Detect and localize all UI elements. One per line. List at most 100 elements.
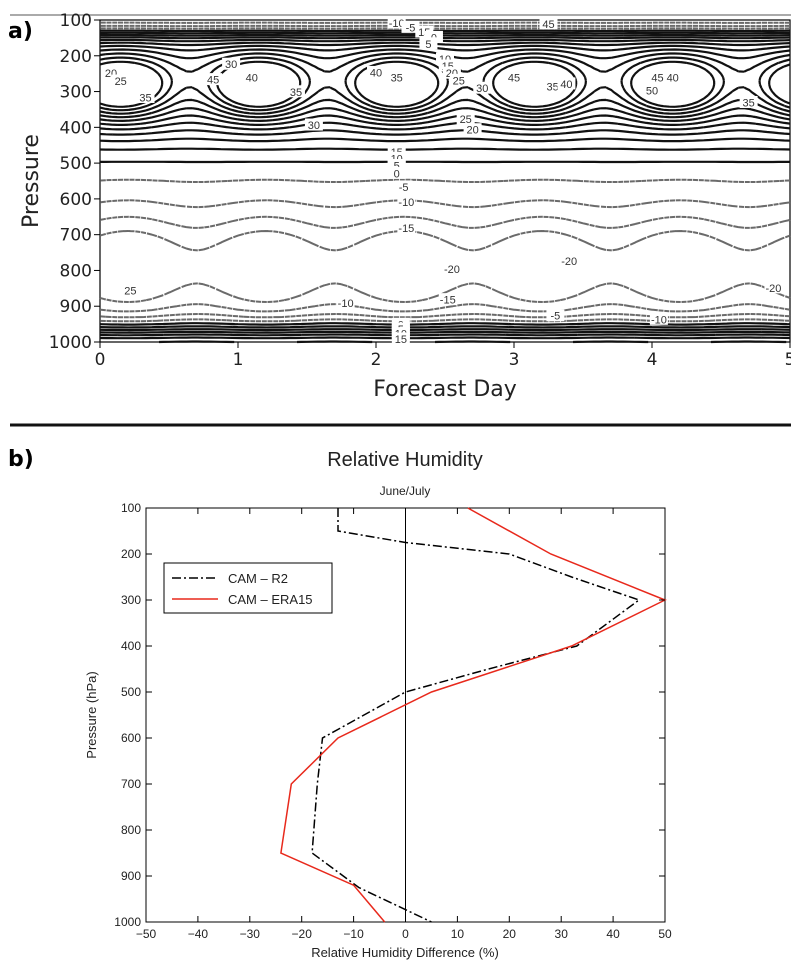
y-tick-label: 200 — [121, 547, 141, 561]
series-line-cam-r2 — [311, 508, 641, 923]
contour-label: 45 — [508, 72, 520, 84]
contour-label: 45 — [207, 75, 219, 87]
contour-label: 35 — [290, 87, 302, 99]
contour-label-bg — [121, 284, 140, 297]
contour-label-bg — [387, 166, 406, 179]
legend-entry-cam-r2: CAM – R2 — [228, 571, 288, 586]
contour-label-bg — [304, 118, 323, 131]
contour-chart: -10-545150510152025202535304540354035304… — [19, 11, 791, 402]
contour-label-bg — [111, 74, 130, 87]
x-tick-label: 0 — [95, 350, 106, 370]
contour-label: 40 — [246, 72, 258, 84]
panel-a-label: a) — [8, 19, 33, 44]
contour-x-ticks: 0 1 2 3 4 5 — [95, 342, 791, 370]
y-tick-label: 600 — [121, 731, 141, 745]
y-tick-label: 100 — [121, 501, 141, 515]
dashed-contour-line — [99, 24, 791, 319]
solid-contour-line — [99, 44, 791, 344]
contour-label: 35 — [547, 81, 559, 93]
solid-contour-line — [99, 31, 791, 329]
line-y-ticks: 100 200 300 400 500 600 700 800 900 1000 — [114, 501, 665, 929]
contour-label: -10 — [651, 314, 667, 326]
x-tick-label: 20 — [503, 927, 517, 941]
contour-y-axis-label: Pressure — [19, 134, 44, 228]
contour-label-bg — [242, 70, 261, 83]
line-chart: Relative Humidity June/July 100200300400… — [84, 449, 672, 960]
contour-label: -20 — [444, 264, 460, 276]
contour-label-bg — [764, 281, 783, 294]
contour-label: -10 — [398, 197, 414, 209]
contour-label-bg — [222, 57, 241, 70]
x-tick-label: 2 — [371, 350, 382, 370]
contour-label: 40 — [667, 72, 679, 84]
contour-label: 25 — [460, 114, 472, 126]
contour-label: -20 — [765, 283, 781, 295]
contour-label: 30 — [225, 59, 237, 71]
legend-entry-cam-era15: CAM – ERA15 — [228, 592, 313, 607]
contour-label-bg — [557, 77, 576, 90]
x-tick-label: 0 — [402, 927, 409, 941]
contour-label: 35 — [391, 72, 403, 84]
contour-label-bg — [387, 70, 406, 83]
x-tick-label: 30 — [555, 927, 569, 941]
y-tick-label: 300 — [60, 83, 92, 103]
contour-label: -10 — [389, 18, 405, 30]
y-tick-label: 1000 — [114, 915, 141, 929]
solid-contour-line — [99, 33, 791, 332]
dashed-contour-line — [99, 230, 791, 303]
contour-label: -5 — [399, 182, 409, 194]
contour-label-bg — [367, 65, 385, 78]
contour-label-bg — [419, 37, 438, 50]
contour-label: 35 — [139, 92, 151, 104]
contour-x-axis-label: Forecast Day — [373, 377, 517, 402]
y-tick-label: 900 — [121, 869, 141, 883]
dashed-contour-line — [99, 27, 791, 323]
y-tick-label: 500 — [60, 154, 92, 174]
contour-label-bg — [438, 293, 457, 306]
contour-y-ticks: 100 200 300 400 500 600 700 800 900 1000 — [49, 11, 100, 353]
contour-label: 25 — [453, 75, 465, 87]
line-x-ticks: −50 −40 −30 −20 −10 0 10 20 30 40 50 — [136, 508, 672, 941]
contour-label-bg — [391, 332, 410, 345]
contour-label-bg — [401, 20, 420, 33]
contour-label-bg — [663, 70, 682, 83]
contour-label: -5 — [406, 22, 416, 34]
contour-label: 30 — [476, 83, 488, 95]
x-tick-label: 5 — [785, 350, 791, 370]
contour-label: -15 — [440, 295, 456, 307]
contour-label-bg — [643, 83, 661, 96]
contour-label: 30 — [308, 120, 320, 132]
contour-label: -10 — [338, 298, 354, 310]
y-tick-label: 500 — [121, 685, 141, 699]
contour-label: -20 — [561, 256, 577, 268]
line-chart-subtitle: June/July — [380, 484, 431, 498]
contour-label-bg — [397, 195, 416, 208]
x-tick-label: −20 — [292, 927, 313, 941]
x-tick-label: −40 — [188, 927, 209, 941]
contour-label-bg — [136, 90, 155, 103]
y-tick-label: 300 — [121, 593, 141, 607]
solid-contour-line — [99, 52, 791, 115]
x-tick-label: −50 — [136, 927, 157, 941]
contour-label-bg — [336, 296, 355, 309]
y-tick-label: 700 — [121, 777, 141, 791]
y-tick-label: 1000 — [49, 333, 92, 353]
contour-label-bg — [473, 81, 492, 94]
contour-label-bg — [463, 123, 482, 136]
contour-label-bg — [204, 73, 223, 86]
contour-label: -15 — [398, 223, 414, 235]
contour-label: 40 — [370, 67, 382, 79]
y-tick-label: 600 — [60, 190, 92, 210]
contour-label: 45 — [542, 19, 554, 31]
solid-contour-line — [99, 48, 791, 119]
y-tick-label: 400 — [121, 639, 141, 653]
legend: CAM – R2 CAM – ERA15 — [163, 562, 333, 614]
contour-label-bg — [546, 309, 565, 322]
dashed-contour-line — [99, 21, 791, 313]
x-tick-label: 1 — [233, 350, 244, 370]
contour-label-bg — [394, 180, 413, 193]
line-chart-title: Relative Humidity — [327, 449, 483, 471]
contour-label: 25 — [124, 286, 136, 298]
contour-lines — [99, 21, 791, 344]
